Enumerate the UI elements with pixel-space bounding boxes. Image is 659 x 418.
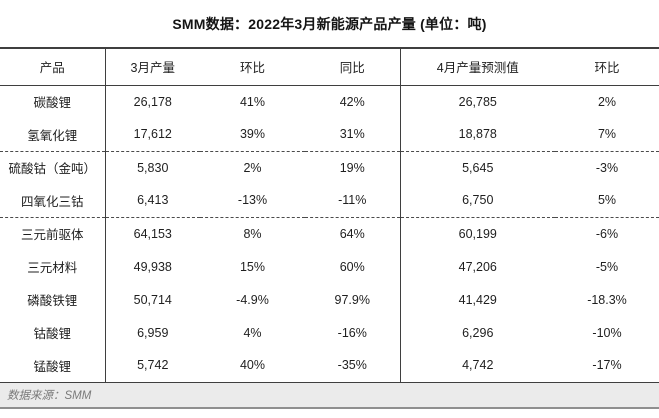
source-note-bar: 数据来源：SMM [0, 382, 659, 409]
cell-march-output: 50,714 [133, 292, 172, 307]
cell-product: 四氧化三钴 [0, 184, 106, 218]
cell-yoy: -11% [305, 184, 401, 218]
cell-march-output: 26,178 [133, 94, 172, 109]
cell-april-forecast: 6,750 [400, 184, 555, 218]
table-row-lithium-cobaltate: 钴酸锂 6,959 4% -16% 6,296 -10% [0, 316, 659, 349]
cell-april-forecast: 4,742 [462, 358, 494, 373]
cell-april-forecast: 60,199 [458, 226, 497, 241]
cell-product: 三元材料 [0, 250, 106, 283]
cell-mom: -4.9% [236, 292, 269, 307]
col-header-mom: 环比 [200, 48, 305, 86]
table-row-lithium-manganate: 锰酸锂 5,742 40% -35% 4,742 -17% [0, 349, 659, 382]
cell-mom: -13% [200, 184, 305, 218]
cell-april-mom: 2% [597, 94, 617, 109]
cell-mom: 15% [239, 259, 266, 274]
header-row: 产品 3月产量 环比 同比 4月产量预测值 环比 [0, 48, 659, 86]
cell-april-mom: -17% [592, 358, 622, 373]
cell-april-forecast: 18,878 [400, 118, 555, 152]
cell-yoy: 19% [305, 151, 401, 184]
cell-april-forecast: 6,296 [462, 325, 494, 340]
table-row-cobalt-sulfate: 硫酸钴（金吨） 5,830 2% 19% 5,645 -3% [0, 151, 659, 184]
col-header-march-output: 3月产量 [105, 48, 200, 86]
cell-april-mom: -5% [595, 259, 619, 274]
table-row-lithium-iron-phosphate: 磷酸铁锂 50,714 -4.9% 97.9% 41,429 -18.3% [0, 283, 659, 316]
cell-mom: 39% [200, 118, 305, 152]
table-row-lithium-carbonate: 碳酸锂 26,178 41% 42% 26,785 2% [0, 85, 659, 118]
cell-april-mom: -3% [595, 160, 619, 175]
cell-mom: 8% [243, 226, 262, 241]
cell-mom: 4% [243, 325, 262, 340]
cell-mom: 40% [239, 358, 266, 373]
cell-mom: 2% [243, 160, 262, 175]
col-header-yoy: 同比 [305, 48, 401, 86]
report-title: SMM数据：2022年3月新能源产品产量 (单位：吨) [172, 15, 487, 32]
cell-march-output: 6,959 [137, 325, 169, 340]
table-row-ternary-precursor: 三元前驱体 64,153 8% 64% 60,199 -6% [0, 217, 659, 250]
cell-march-output: 17,612 [105, 118, 200, 152]
col-header-april-mom: 环比 [555, 48, 659, 86]
cell-april-mom: -6% [595, 226, 619, 241]
cell-product: 氢氧化锂 [0, 118, 106, 152]
cell-yoy: 31% [305, 118, 401, 152]
cell-yoy: -35% [305, 349, 401, 382]
col-header-product: 产品 [0, 48, 106, 86]
cell-april-forecast: 41,429 [458, 292, 497, 307]
cell-april-mom: 7% [555, 118, 659, 152]
cell-april-mom: -10% [592, 325, 622, 340]
cell-april-forecast: 5,645 [462, 160, 494, 175]
cell-yoy: 97.9% [305, 283, 401, 316]
cell-april-mom: -18.3% [587, 292, 627, 307]
production-table: 产品 3月产量 环比 同比 4月产量预测值 环比 碳酸锂 26,178 41% … [0, 47, 659, 383]
cell-april-forecast: 47,206 [458, 259, 497, 274]
cell-april-forecast: 26,785 [458, 94, 497, 109]
source-note-text: 数据来源：SMM [7, 389, 92, 402]
table-row-ternary-material: 三元材料 49,938 15% 60% 47,206 -5% [0, 250, 659, 283]
cell-april-mom: 5% [555, 184, 659, 218]
table-row-cobalt-tetroxide: 四氧化三钴 6,413 -13% -11% 6,750 5% [0, 184, 659, 218]
cell-yoy: 60% [305, 250, 401, 283]
cell-product: 三元前驱体 [0, 217, 106, 250]
cell-mom: 41% [239, 94, 266, 109]
cell-yoy: 42% [305, 85, 401, 118]
cell-march-output: 5,742 [137, 358, 169, 373]
cell-product: 钴酸锂 [0, 316, 106, 349]
cell-product: 硫酸钴（金吨） [0, 151, 106, 184]
cell-yoy: -16% [305, 316, 401, 349]
cell-march-output: 6,413 [105, 184, 200, 218]
cell-yoy: 64% [305, 217, 401, 250]
col-header-april-forecast: 4月产量预测值 [400, 48, 555, 86]
cell-march-output: 49,938 [133, 259, 172, 274]
cell-product: 磷酸铁锂 [0, 283, 106, 316]
cell-product: 碳酸锂 [0, 85, 106, 118]
cell-march-output: 5,830 [137, 160, 169, 175]
cell-march-output: 64,153 [133, 226, 172, 241]
table-row-lithium-hydroxide: 氢氧化锂 17,612 39% 31% 18,878 7% [0, 118, 659, 152]
cell-product: 锰酸锂 [0, 349, 106, 382]
